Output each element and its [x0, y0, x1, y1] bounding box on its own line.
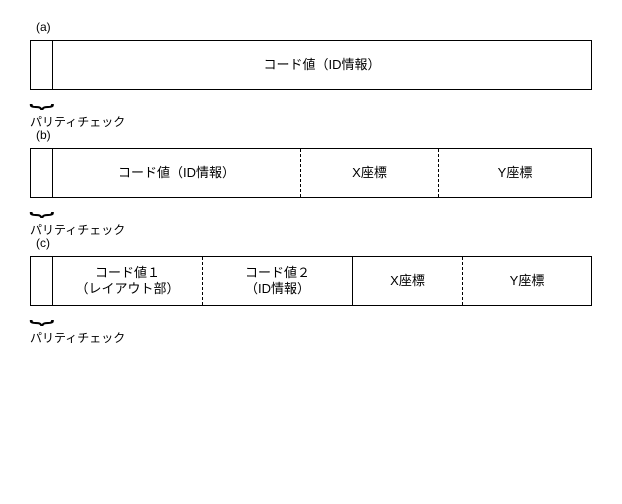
parity-brace-c: ⏟ パリティチェック — [30, 306, 125, 346]
cell-a-0: コード値（ID情報） — [53, 41, 591, 89]
section-a: (a) コード値（ID情報） ⏟ パリティチェック — [30, 20, 592, 90]
cell-c-3: Y座標 — [463, 257, 591, 305]
bar-a: コード値（ID情報） — [30, 40, 592, 90]
section-c: (c) コード値１ （レイアウト部） コード値２ （ID情報） X座標 Y座標 … — [30, 236, 592, 306]
cell-c-0: コード値１ （レイアウト部） — [53, 257, 203, 305]
parity-brace-a: ⏟ パリティチェック — [30, 90, 125, 130]
brace-icon: ⏟ — [29, 194, 54, 208]
cell-c-1: コード値２ （ID情報） — [203, 257, 353, 305]
parity-brace-b: ⏟ パリティチェック — [30, 198, 125, 238]
cell-b-0: コード値（ID情報） — [53, 149, 301, 197]
parity-label-c: パリティチェック — [30, 329, 125, 346]
section-b: (b) コード値（ID情報） X座標 Y座標 ⏟ パリティチェック — [30, 128, 592, 198]
cell-b-1: X座標 — [301, 149, 439, 197]
label-a: (a) — [36, 20, 592, 34]
label-b: (b) — [36, 128, 592, 142]
brace-icon: ⏟ — [29, 86, 54, 100]
cell-b-2: Y座標 — [439, 149, 591, 197]
bar-b: コード値（ID情報） X座標 Y座標 — [30, 148, 592, 198]
label-c: (c) — [36, 236, 592, 250]
brace-icon: ⏟ — [29, 302, 54, 316]
cell-c-2: X座標 — [353, 257, 463, 305]
bar-c: コード値１ （レイアウト部） コード値２ （ID情報） X座標 Y座標 — [30, 256, 592, 306]
